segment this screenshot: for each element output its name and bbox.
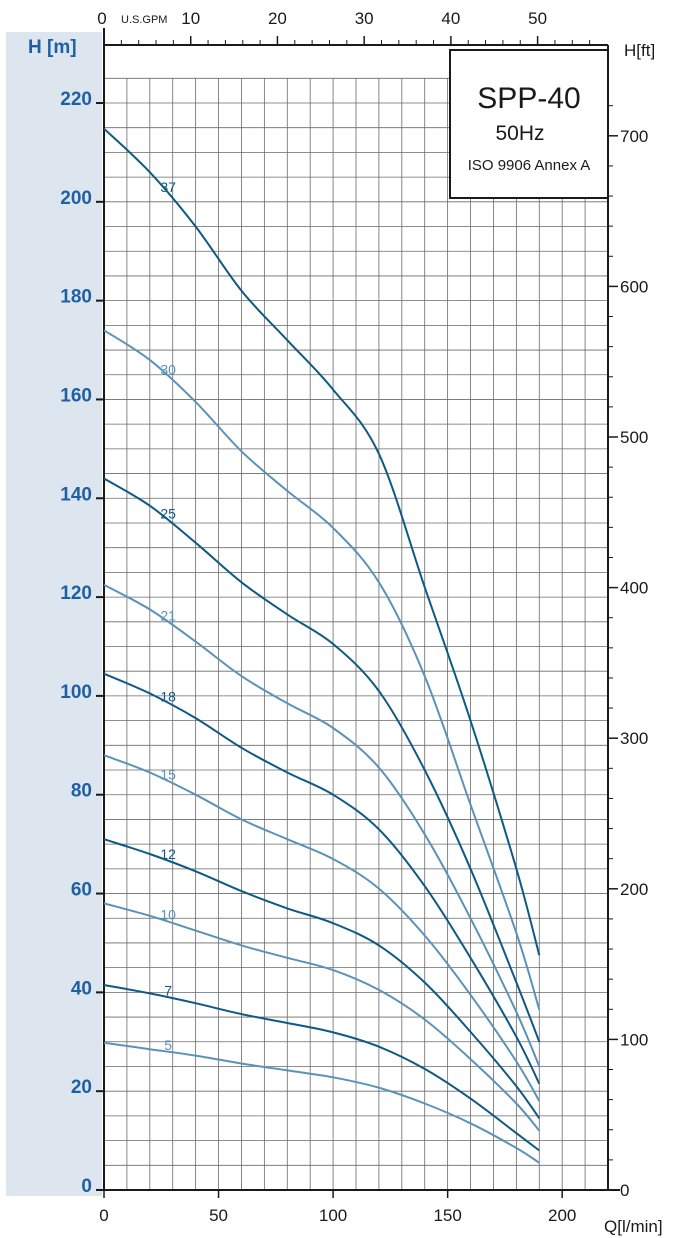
left-tick-label: 220 — [60, 89, 92, 110]
left-tick-label: 100 — [60, 682, 92, 703]
curve-37 — [103, 127, 541, 956]
standard-label: ISO 9906 Annex A — [468, 157, 591, 174]
curve-label-18: 18 — [160, 688, 176, 704]
bottom-axis-title: Q[l/min] — [604, 1217, 663, 1236]
right-tick-label: 300 — [620, 729, 648, 748]
curve-30 — [103, 329, 541, 1010]
bottom-tick-labels: 0 50 100 150 200 — [99, 1190, 576, 1225]
curve-label-21: 21 — [160, 607, 176, 623]
bottom-tick-label: 100 — [319, 1206, 347, 1225]
left-axis-title: H [m] — [28, 37, 77, 58]
curve-21 — [103, 583, 541, 1067]
curve-label-10: 10 — [160, 907, 176, 923]
curve-labels: 37 30 25 21 18 15 12 10 7 5 — [160, 179, 176, 1053]
left-tick-label: 60 — [71, 880, 92, 901]
curve-18 — [103, 672, 541, 1085]
right-tick-label: 0 — [620, 1181, 629, 1200]
top-tick-label: 40 — [441, 9, 460, 28]
left-axis-panel — [6, 32, 102, 1196]
right-tick-label: 200 — [620, 880, 648, 899]
right-tick-label: 600 — [620, 277, 648, 296]
bottom-tick-label: 150 — [433, 1206, 461, 1225]
curve-label-25: 25 — [160, 506, 176, 522]
left-tick-label: 180 — [60, 287, 92, 308]
curve-12 — [103, 838, 541, 1119]
bottom-tick-label: 0 — [99, 1206, 108, 1225]
curve-7 — [103, 984, 540, 1152]
left-tick-labels: 0 20 40 60 80 100 120 140 160 180 200 220 — [60, 89, 104, 1197]
right-tick-labels: 0 100 200 300 400 500 600 700 — [608, 105, 648, 1200]
left-tick-label: 40 — [71, 978, 92, 999]
left-tick-label: 80 — [71, 781, 92, 802]
left-tick-label: 200 — [60, 188, 92, 209]
frequency-label: 50Hz — [495, 122, 544, 145]
curve-label-15: 15 — [160, 766, 176, 782]
performance-curves — [103, 127, 541, 1164]
top-tick-label: 20 — [268, 9, 287, 28]
curve-label-5: 5 — [164, 1037, 172, 1053]
left-tick-label: 140 — [60, 484, 92, 505]
curve-label-7: 7 — [164, 982, 172, 998]
left-tick-label: 120 — [60, 583, 92, 604]
left-tick-label: 0 — [81, 1176, 92, 1197]
right-tick-label: 100 — [620, 1030, 648, 1049]
right-axis-title: H[ft] — [624, 41, 655, 60]
right-tick-label: 700 — [620, 127, 648, 146]
top-tick-label: 10 — [181, 9, 200, 28]
curve-10 — [103, 902, 541, 1132]
bottom-tick-label: 50 — [209, 1206, 228, 1225]
curve-label-30: 30 — [160, 362, 176, 378]
left-tick-label: 160 — [60, 385, 92, 406]
curve-label-12: 12 — [160, 846, 176, 862]
top-tick-label: 0 — [97, 9, 106, 28]
curve-15 — [103, 754, 541, 1102]
bottom-tick-label: 200 — [548, 1206, 576, 1225]
right-tick-label: 400 — [620, 579, 648, 598]
left-tick-label: 20 — [71, 1077, 92, 1098]
model-title: SPP-40 — [477, 82, 580, 115]
top-tick-label: 30 — [355, 9, 374, 28]
curve-5 — [103, 1041, 540, 1164]
curve-25 — [103, 477, 541, 1043]
top-tick-labels: 0 10 20 30 40 50 — [97, 9, 591, 45]
top-tick-label: 50 — [528, 9, 547, 28]
title-box — [449, 49, 609, 199]
top-axis-title: U.S.GPM — [121, 14, 167, 26]
right-tick-label: 500 — [620, 428, 648, 447]
curve-label-37: 37 — [160, 179, 176, 195]
